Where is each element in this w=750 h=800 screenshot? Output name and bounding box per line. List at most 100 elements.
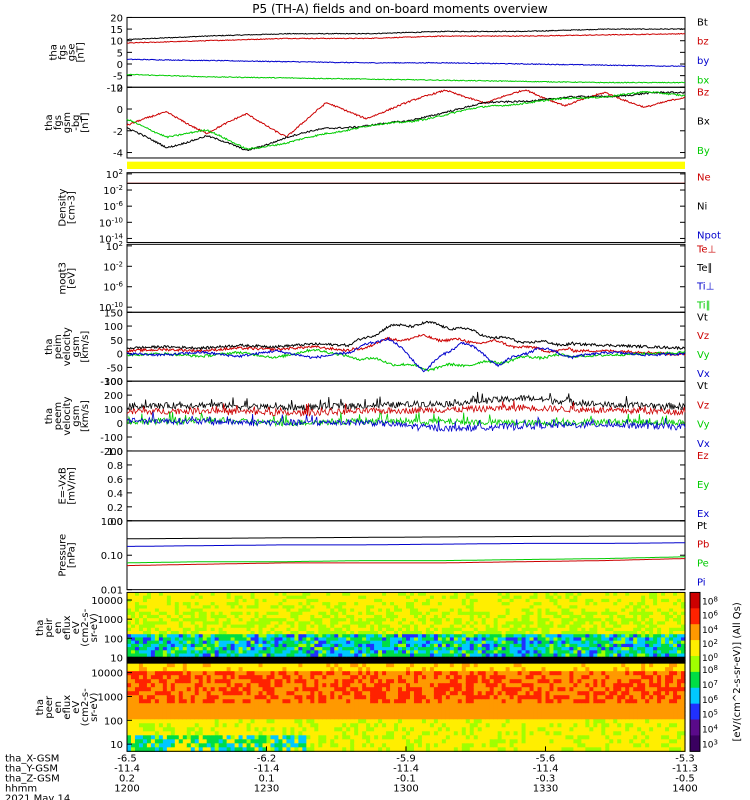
spectrogram-cell (621, 608, 626, 613)
spectrogram-cell (154, 621, 160, 626)
spectrogram-cell (521, 634, 527, 639)
spectrogram-cell (649, 637, 654, 642)
spectrogram-cell (406, 663, 411, 668)
spectrogram-cell (214, 631, 220, 635)
spectrogram-cell (290, 634, 295, 639)
spectrogram-cell (222, 602, 228, 606)
spectrogram-cell (127, 595, 132, 600)
spectrogram-cell (493, 640, 499, 645)
spectrogram-cell (166, 735, 172, 740)
spectrogram-cell (166, 647, 172, 651)
spectrogram-cell (557, 631, 563, 635)
spectrogram-cell (190, 624, 196, 629)
spectrogram-cell (162, 605, 168, 610)
spectrogram-cell (402, 621, 407, 626)
spectrogram-cell (398, 624, 403, 629)
spectrogram-cell (238, 687, 244, 692)
spectrogram-cell (525, 637, 531, 642)
spectrogram-cell (350, 695, 355, 700)
spectrogram-cell (127, 637, 132, 642)
spectrogram-cell (274, 631, 280, 635)
spectrogram-cell (146, 683, 152, 688)
spectrogram-cell (338, 723, 343, 728)
spectrogram-cell (166, 667, 172, 672)
spectrogram-cell (413, 592, 419, 597)
spectrogram-cell (322, 602, 327, 606)
spectrogram-cell (417, 614, 423, 619)
spectrogram-cell (481, 611, 487, 616)
spectrogram-cell (294, 747, 299, 752)
spectrogram-cell (178, 624, 184, 629)
spectrogram-cell (569, 659, 574, 664)
spectrogram-cell (210, 640, 216, 645)
spectrogram-cell (629, 653, 634, 658)
spectrogram-cell (314, 735, 319, 740)
spectrogram-cell (409, 675, 415, 680)
spectrogram-cell (657, 595, 662, 600)
series-line-vx (126, 411, 686, 433)
spectrogram-cell (290, 675, 295, 680)
spectrogram-cell (374, 614, 379, 619)
spectrogram-cell (206, 715, 212, 720)
spectrogram-cell (238, 723, 244, 728)
spectrogram-cell (406, 659, 411, 664)
spectrogram-cell (417, 611, 423, 616)
spectrogram-cell (150, 663, 156, 668)
spectrogram-cell (326, 679, 331, 684)
spectrogram-cell (186, 602, 192, 606)
spectrogram-cell (665, 605, 670, 610)
spectrogram-cell (573, 611, 578, 616)
spectrogram-cell (485, 621, 491, 626)
spectrogram-cell (390, 663, 395, 668)
spectrogram-cell (390, 602, 395, 606)
spectrogram-cell (226, 640, 232, 645)
spectrogram-cell (394, 743, 399, 748)
spectrogram-cell (625, 605, 630, 610)
spectrogram-cell (366, 631, 371, 635)
spectrogram-cell (334, 659, 339, 664)
spectrogram-cell (517, 592, 523, 597)
spectrogram-cell (242, 683, 248, 688)
spectrogram-cell (409, 631, 415, 635)
spectrogram-cell (493, 653, 499, 658)
spectrogram-cell (242, 608, 248, 613)
spectrogram-cell (669, 611, 674, 616)
spectrogram-cell (342, 598, 347, 603)
spectrogram-cell (370, 687, 375, 692)
spectrogram-cell (493, 627, 499, 632)
spectrogram-cell (210, 707, 216, 712)
spectrogram-cell (306, 595, 311, 600)
spectrogram-cell (425, 719, 431, 724)
spectrogram-cell (378, 637, 383, 642)
spectrogram-cell (326, 598, 331, 603)
legend-label: Vx (697, 439, 710, 450)
spectrogram-cell (362, 637, 367, 642)
spectrogram-cell (214, 605, 220, 610)
spectrogram-cell (322, 723, 327, 728)
spectrogram-cell (465, 650, 471, 655)
spectrogram-cell (346, 621, 351, 626)
spectrogram-cell (166, 592, 172, 597)
spectrogram-cell (453, 602, 459, 606)
spectrogram-cell (358, 743, 363, 748)
spectrogram-cell (170, 675, 176, 680)
spectrogram-cell (346, 595, 351, 600)
spectrogram-cell (681, 647, 686, 651)
spectrogram-cell (246, 631, 252, 635)
legend-label: Vz (697, 331, 709, 342)
spectrogram-cell (262, 683, 268, 688)
spectrogram-cell (338, 647, 343, 651)
spectrogram-cell (222, 631, 228, 635)
spectrogram-cell (413, 691, 419, 696)
spectrogram-cell (497, 595, 503, 600)
spectrogram-cell (406, 634, 411, 639)
spectrogram-cell (326, 650, 331, 655)
spectrogram-cell (378, 640, 383, 645)
spectrogram-cell (597, 643, 602, 648)
spectrogram-cell (661, 653, 666, 658)
spectrogram-cell (413, 699, 419, 704)
spectrogram-cell (242, 735, 248, 740)
spectrogram-cell (238, 747, 244, 752)
spectrogram-cell (218, 637, 224, 642)
spectrogram-cell (354, 675, 359, 680)
